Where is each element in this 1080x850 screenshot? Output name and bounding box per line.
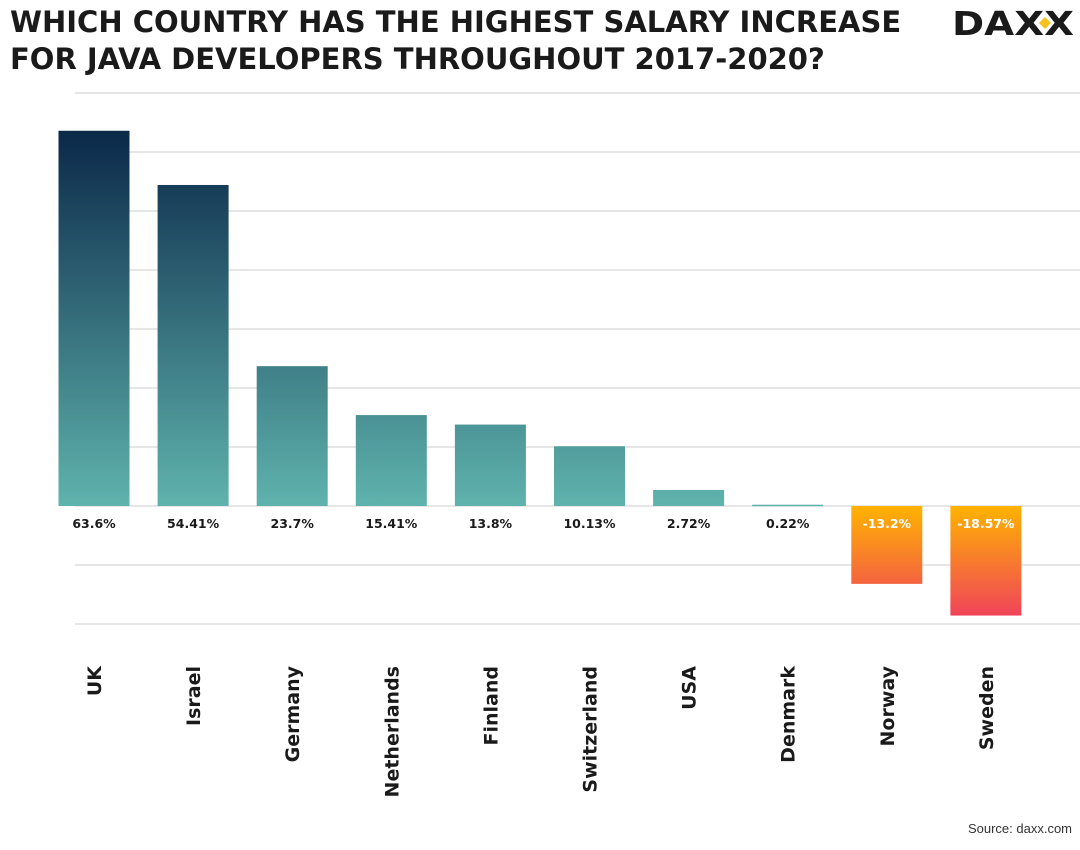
- bar-netherlands: [355, 415, 427, 506]
- value-labels: 63.6% 54.41% 23.7% 15.41% 13.8% 10.13% 2.72% 0.…: [72, 516, 1015, 531]
- bar-finland: [454, 424, 526, 506]
- category-label-israel: Israel: [183, 666, 205, 726]
- chart-title-line-2: FOR JAVA DEVELOPERS THROUGHOUT 2017-2020…: [10, 42, 825, 76]
- bars: [58, 130, 1022, 616]
- category-label-switzerland: Switzerland: [580, 666, 602, 793]
- category-label-norway: Norway: [877, 665, 899, 746]
- value-label-uk: 63.6%: [72, 516, 116, 531]
- value-label-sweden: -18.57%: [957, 516, 1015, 531]
- chart-title: WHICH COUNTRY HAS THE HIGHEST SALARY INC…: [10, 4, 901, 78]
- bar-israel: [157, 184, 229, 506]
- logo-text: DAXX: [952, 5, 1074, 41]
- chart-title-line-1: WHICH COUNTRY HAS THE HIGHEST SALARY INC…: [10, 5, 902, 39]
- category-label-uk: UK: [84, 665, 106, 696]
- category-label-usa: USA: [679, 666, 701, 710]
- category-label-germany: Germany: [282, 665, 304, 762]
- bar-uk: [58, 130, 130, 506]
- value-label-finland: 13.8%: [469, 516, 513, 531]
- value-label-denmark: 0.22%: [766, 516, 810, 531]
- value-label-usa: 2.72%: [667, 516, 711, 531]
- value-label-netherlands: 15.41%: [365, 516, 418, 531]
- category-label-sweden: Sweden: [976, 666, 998, 750]
- source-note: Source: daxx.com: [967, 821, 1072, 836]
- category-label-finland: Finland: [480, 666, 502, 745]
- category-label-netherlands: Netherlands: [381, 666, 403, 797]
- daxx-logo: DAXX: [952, 5, 1074, 41]
- value-label-germany: 23.7%: [271, 516, 315, 531]
- bar-denmark: [752, 504, 824, 507]
- bar-switzerland: [554, 446, 625, 506]
- value-label-israel: 54.41%: [167, 516, 220, 531]
- bar-usa: [653, 489, 725, 506]
- bar-norway: [851, 506, 923, 584]
- bar-germany: [256, 366, 328, 506]
- logo-accent-diamond: [1039, 17, 1051, 29]
- category-labels: UK Israel Germany Netherlands Finland Switzer…: [84, 665, 998, 798]
- value-label-norway: -13.2%: [863, 516, 912, 531]
- value-label-switzerland: 10.13%: [563, 516, 616, 531]
- bar-sweden: [950, 506, 1022, 616]
- category-label-denmark: Denmark: [778, 666, 800, 763]
